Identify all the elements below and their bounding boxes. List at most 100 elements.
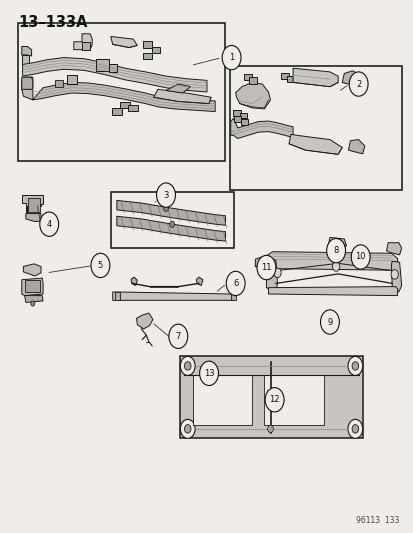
Polygon shape <box>386 243 401 255</box>
Circle shape <box>163 205 168 212</box>
Circle shape <box>40 212 59 236</box>
Circle shape <box>332 262 339 271</box>
Polygon shape <box>24 296 43 302</box>
Circle shape <box>326 238 345 263</box>
Polygon shape <box>327 237 346 251</box>
Polygon shape <box>112 108 121 115</box>
Text: 13–133A: 13–133A <box>19 15 88 30</box>
Polygon shape <box>230 118 292 139</box>
Circle shape <box>184 362 190 370</box>
Polygon shape <box>292 68 337 87</box>
Bar <box>24 280 40 292</box>
Polygon shape <box>22 77 33 90</box>
Polygon shape <box>112 292 233 300</box>
Circle shape <box>256 255 275 280</box>
Polygon shape <box>342 71 360 87</box>
Bar <box>230 293 235 300</box>
Text: 5: 5 <box>97 261 103 270</box>
Circle shape <box>347 357 362 375</box>
Circle shape <box>180 419 195 438</box>
Text: 12: 12 <box>269 395 279 404</box>
Polygon shape <box>280 73 288 79</box>
Polygon shape <box>110 36 137 47</box>
Circle shape <box>349 72 367 96</box>
Text: 2: 2 <box>355 79 361 88</box>
Circle shape <box>320 310 339 334</box>
Polygon shape <box>233 110 240 116</box>
Polygon shape <box>109 64 116 72</box>
Bar <box>264 375 323 425</box>
Bar <box>28 198 40 212</box>
Circle shape <box>91 253 109 278</box>
Circle shape <box>390 270 397 279</box>
Polygon shape <box>22 55 28 71</box>
Polygon shape <box>96 59 108 71</box>
Polygon shape <box>136 313 152 329</box>
Circle shape <box>156 183 175 207</box>
Polygon shape <box>23 58 206 92</box>
Polygon shape <box>22 77 215 111</box>
Text: 4: 4 <box>47 220 52 229</box>
Polygon shape <box>166 84 190 93</box>
Polygon shape <box>255 257 266 269</box>
Circle shape <box>222 45 240 70</box>
Bar <box>19 23 225 161</box>
Polygon shape <box>266 258 277 292</box>
Polygon shape <box>116 200 225 225</box>
Polygon shape <box>286 76 294 82</box>
Polygon shape <box>128 104 138 111</box>
Circle shape <box>169 221 174 228</box>
Circle shape <box>267 425 273 433</box>
Polygon shape <box>131 277 137 286</box>
Polygon shape <box>348 140 364 154</box>
Polygon shape <box>22 195 43 214</box>
Bar <box>110 192 233 248</box>
Polygon shape <box>151 46 159 53</box>
Bar <box>229 66 401 190</box>
Polygon shape <box>288 134 342 155</box>
Circle shape <box>273 268 280 278</box>
Polygon shape <box>180 357 362 438</box>
Circle shape <box>226 271 244 296</box>
Circle shape <box>180 357 195 375</box>
Circle shape <box>31 301 35 306</box>
Text: 7: 7 <box>175 332 180 341</box>
Polygon shape <box>243 74 252 80</box>
Text: 10: 10 <box>355 253 365 262</box>
Polygon shape <box>235 83 270 109</box>
Polygon shape <box>66 75 77 84</box>
Text: 1: 1 <box>228 53 234 62</box>
Circle shape <box>184 425 190 433</box>
Polygon shape <box>26 214 41 222</box>
Polygon shape <box>390 261 401 292</box>
Polygon shape <box>22 46 31 56</box>
Polygon shape <box>143 53 151 59</box>
Circle shape <box>347 419 362 438</box>
Polygon shape <box>143 41 151 47</box>
Polygon shape <box>268 287 396 296</box>
Text: 9: 9 <box>327 318 332 327</box>
Circle shape <box>169 324 187 349</box>
Circle shape <box>350 245 369 269</box>
Polygon shape <box>82 42 90 50</box>
Polygon shape <box>266 252 396 270</box>
Text: 8: 8 <box>332 246 338 255</box>
Text: 13: 13 <box>203 369 214 378</box>
Circle shape <box>199 361 218 385</box>
Polygon shape <box>240 119 247 125</box>
Circle shape <box>265 387 283 412</box>
Polygon shape <box>74 34 92 50</box>
Circle shape <box>351 362 358 370</box>
Bar <box>55 80 63 87</box>
Polygon shape <box>22 278 43 296</box>
Circle shape <box>351 425 358 433</box>
Polygon shape <box>196 277 202 286</box>
Polygon shape <box>248 77 256 84</box>
Text: 96113  133: 96113 133 <box>355 515 399 524</box>
Bar <box>114 293 119 300</box>
Polygon shape <box>153 90 211 103</box>
Polygon shape <box>233 116 240 122</box>
Polygon shape <box>120 102 130 108</box>
Polygon shape <box>24 264 41 276</box>
Text: 11: 11 <box>261 263 271 272</box>
